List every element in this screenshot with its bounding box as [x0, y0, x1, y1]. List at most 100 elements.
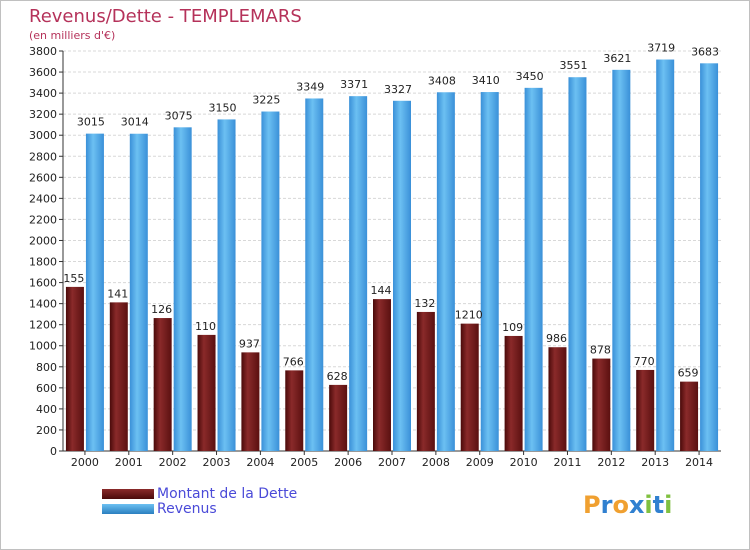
y-tick-label: 2600: [29, 171, 57, 184]
bar-revenue-2007: [393, 100, 411, 451]
data-label-revenue: 3014: [121, 116, 149, 129]
y-tick-label: 2200: [29, 213, 57, 226]
bar-debt-2004: [241, 352, 260, 451]
y-tick-label: 1800: [29, 256, 57, 269]
bar-debt-2014: [680, 381, 699, 451]
data-label-revenue: 3327: [384, 83, 412, 96]
y-tick-label: 1600: [29, 277, 57, 290]
bar-debt-2005: [285, 370, 304, 451]
data-label-revenue: 3225: [252, 94, 280, 107]
data-label-revenue: 3450: [516, 70, 544, 83]
data-label-revenue: 3719: [647, 42, 675, 55]
data-label-debt: 1210: [455, 309, 483, 322]
chart-title: Revenus/Dette - TEMPLEMARS: [29, 6, 302, 27]
x-tick-label: 2011: [553, 456, 581, 469]
legend-label-revenue: Revenus: [157, 501, 217, 517]
data-label-revenue: 3683: [691, 45, 719, 58]
bar-revenue-2009: [480, 92, 499, 451]
data-label-debt: 109: [502, 321, 523, 334]
logo-letter: x: [628, 491, 645, 519]
data-label-debt: 628: [327, 370, 348, 383]
bar-revenue-2001: [129, 133, 148, 451]
x-tick-label: 2014: [685, 456, 713, 469]
data-label-revenue: 3349: [296, 80, 324, 93]
y-tick-label: 0: [50, 445, 57, 458]
x-tick-label: 2001: [115, 456, 143, 469]
x-tick-label: 2008: [422, 456, 450, 469]
plot-area: [63, 51, 721, 451]
bar-revenue-2012: [612, 69, 631, 451]
data-label-debt: 766: [283, 355, 304, 368]
x-tick-label: 2013: [641, 456, 669, 469]
x-tick-label: 2009: [466, 456, 494, 469]
data-label-debt: 132: [414, 297, 435, 310]
y-tick-label: 2800: [29, 150, 57, 163]
x-tick-label: 2007: [378, 456, 406, 469]
bar-revenue-2014: [700, 63, 719, 451]
x-tick-label: 2000: [71, 456, 99, 469]
data-label-revenue: 3621: [603, 52, 631, 65]
data-label-revenue: 3015: [77, 116, 105, 129]
bar-revenue-2002: [173, 127, 192, 451]
data-label-debt: 937: [239, 337, 260, 350]
data-label-revenue: 3410: [472, 74, 500, 87]
bar-debt-2008: [416, 311, 435, 451]
bar-revenue-2000: [85, 133, 104, 451]
x-tick-label: 2005: [290, 456, 318, 469]
x-tick-label: 2003: [203, 456, 231, 469]
logo-letter: r: [600, 491, 613, 519]
bar-debt-2003: [197, 334, 216, 451]
y-tick-label: 3800: [29, 45, 57, 58]
bar-debt-2013: [636, 369, 655, 451]
logo-letter: t: [652, 491, 665, 519]
logo-letter: i: [664, 491, 673, 519]
y-tick-label: 2400: [29, 192, 57, 205]
bar-revenue-2004: [261, 111, 280, 452]
bar-revenue-2005: [305, 98, 324, 451]
x-tick-label: 2002: [159, 456, 187, 469]
y-tick-label: 3000: [29, 129, 57, 142]
x-tick-label: 2010: [510, 456, 538, 469]
bar-debt-2010: [504, 335, 523, 451]
data-label-debt: 126: [151, 303, 172, 316]
data-label-debt: 144: [371, 284, 392, 297]
y-tick-label: 1400: [29, 298, 57, 311]
bar-revenue-2006: [349, 96, 368, 451]
bar-revenue-2013: [656, 59, 675, 452]
bar-debt-2001: [109, 302, 128, 451]
y-tick-label: 2000: [29, 234, 57, 247]
logo-letter: i: [644, 491, 653, 519]
logo-letter: P: [583, 491, 601, 519]
data-label-debt: 878: [590, 344, 611, 357]
bar-revenue-2010: [524, 87, 543, 451]
data-label-debt: 770: [634, 355, 655, 368]
logo-letter: o: [612, 491, 629, 519]
legend-swatch-debt: [102, 489, 154, 499]
data-label-debt: 659: [678, 367, 699, 380]
bar-debt-2012: [592, 358, 611, 451]
bar-debt-2000: [65, 286, 84, 451]
y-tick-label: 3200: [29, 108, 57, 121]
y-tick-label: 3600: [29, 66, 57, 79]
data-label-revenue: 3371: [340, 78, 368, 91]
proxiti-logo: Proxiti: [583, 491, 672, 519]
data-label-debt: 986: [546, 332, 567, 345]
bar-debt-2006: [329, 384, 348, 451]
x-tick-label: 2006: [334, 456, 362, 469]
data-label-revenue: 3075: [165, 109, 193, 122]
data-label-revenue: 3150: [209, 101, 237, 114]
chart-subtitle: (en milliers d'€): [29, 29, 116, 42]
data-label-debt: 110: [195, 320, 216, 333]
x-tick-label: 2004: [246, 456, 274, 469]
x-tick-label: 2012: [597, 456, 625, 469]
y-tick-label: 600: [36, 382, 57, 395]
data-label-debt: 155: [63, 272, 84, 285]
y-tick-label: 200: [36, 424, 57, 437]
legend-swatch-revenue: [102, 504, 154, 514]
bar-debt-2002: [153, 318, 172, 451]
y-tick-label: 800: [36, 361, 57, 374]
bar-revenue-2008: [436, 92, 455, 452]
data-label-revenue: 3408: [428, 74, 456, 87]
